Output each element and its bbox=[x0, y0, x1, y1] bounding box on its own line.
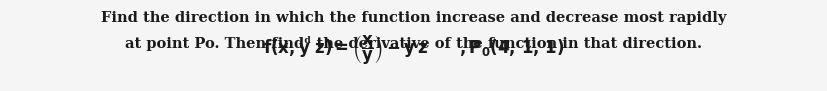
Text: Find the direction in which the function increase and decrease most rapidly: Find the direction in which the function… bbox=[101, 11, 726, 25]
Text: at point Po. Then findᵈ the derivative of the function in that direction.: at point Po. Then findᵈ the derivative o… bbox=[125, 36, 702, 51]
Text: $\mathbf{f(x,y\ z) = \left(\dfrac{x}{y}\right) - y\,z}$$\qquad\mathbf{,P_0(4,\,1: $\mathbf{f(x,y\ z) = \left(\dfrac{x}{y}\… bbox=[263, 34, 564, 67]
